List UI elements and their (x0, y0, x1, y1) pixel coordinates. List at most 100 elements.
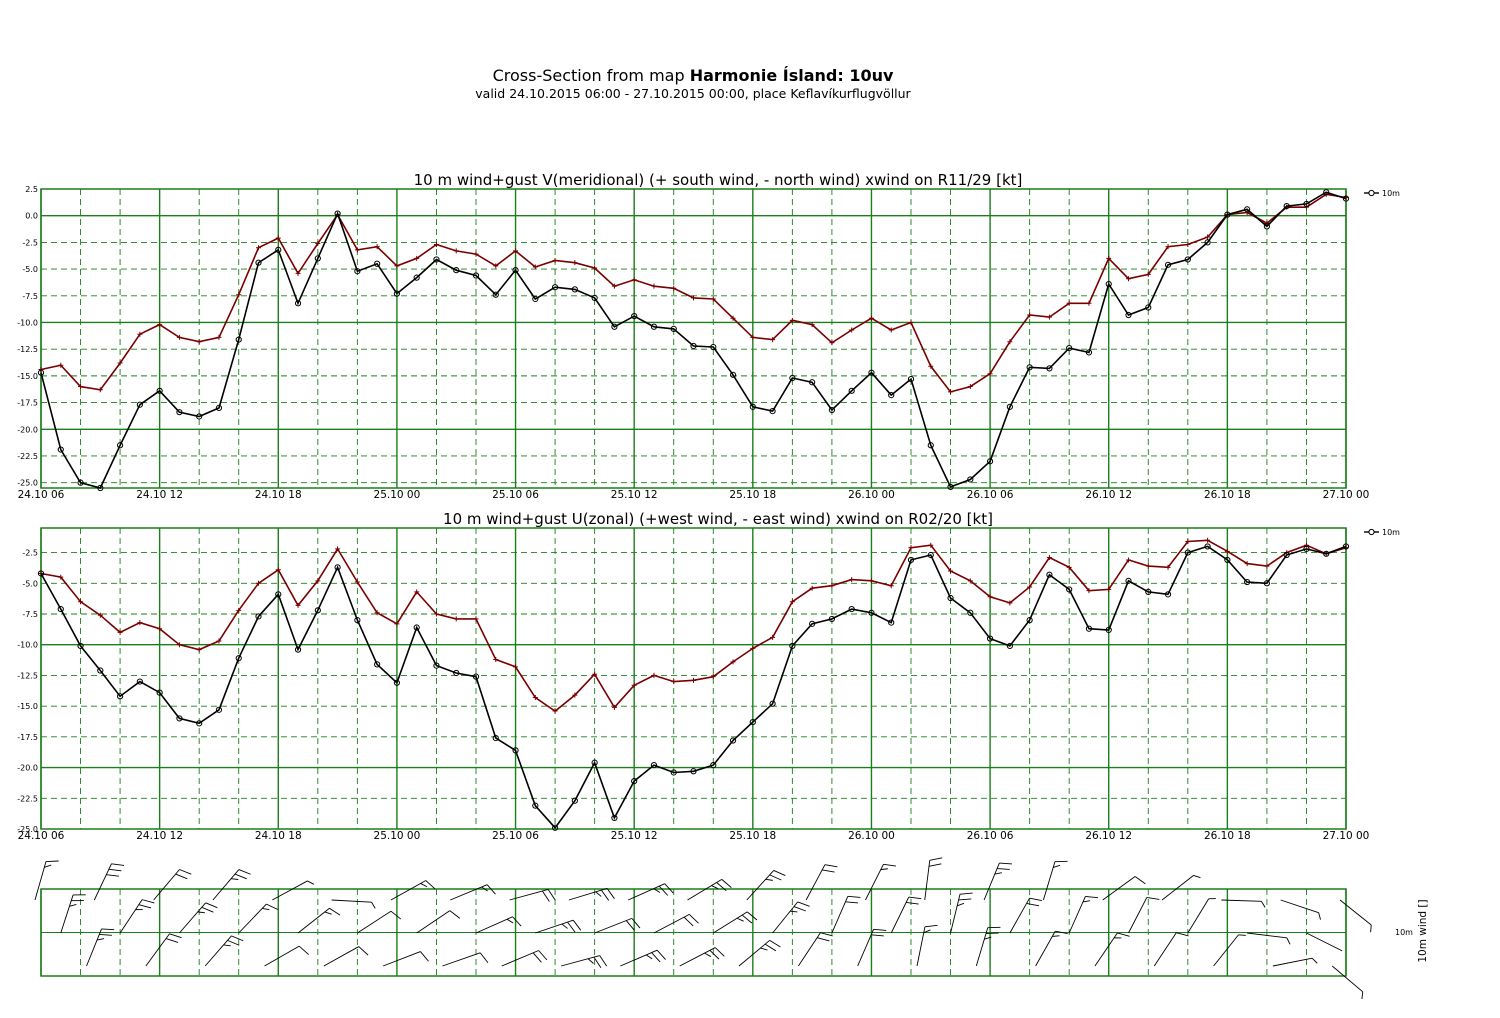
wind-barb (323, 946, 369, 967)
barb-feather (595, 891, 602, 897)
wind-barb (442, 952, 489, 967)
gust-point (849, 577, 855, 583)
gust-point (532, 695, 538, 701)
barb-shaft (297, 907, 330, 934)
wind-barb (1213, 934, 1246, 967)
wind-point (196, 720, 203, 727)
wind-series-line (40, 191, 1347, 489)
barb-shaft (509, 888, 549, 901)
y-tick-label: -10.0 (17, 318, 38, 327)
gust-point (750, 334, 756, 340)
wind-barb (1272, 957, 1318, 967)
wind-barb (1187, 898, 1216, 934)
gust-point (473, 616, 479, 622)
wind-point (888, 619, 895, 626)
gust-point (275, 567, 281, 573)
barb-feather (231, 935, 244, 942)
wind-barb (1009, 897, 1043, 934)
barb-feather (234, 873, 247, 880)
wind-barb (264, 945, 309, 967)
wind-point (334, 564, 341, 571)
wind-point (907, 375, 915, 383)
barb-feather (764, 943, 777, 952)
wind-barb (1153, 932, 1189, 967)
barb-feather (883, 863, 897, 867)
wind-point (294, 646, 302, 653)
y-tick-label: -5.0 (22, 579, 38, 588)
barb-feather (101, 928, 115, 931)
barb-feather (683, 916, 694, 927)
wind-barb (145, 933, 182, 967)
x-tick-label: 25.10 12 (611, 830, 658, 842)
wind-point (37, 570, 45, 577)
wind-point (116, 442, 124, 449)
wind-point (215, 404, 223, 412)
barb-shaft (442, 952, 481, 967)
wind-barb (501, 950, 548, 967)
wind-point (314, 255, 321, 262)
barb-shaft (865, 864, 884, 901)
gust-point (1046, 314, 1052, 320)
wind-barb (560, 955, 608, 968)
gust-point (433, 242, 439, 248)
barb-feather (928, 863, 942, 867)
gust-point (809, 585, 815, 591)
wind-point (37, 369, 45, 376)
gust-point (1106, 586, 1112, 592)
barb-feather (329, 907, 341, 916)
barb-feather (773, 870, 786, 876)
gust-point (770, 337, 776, 343)
wind-point (492, 734, 499, 742)
y-tick-label: -12.5 (17, 671, 38, 680)
wind-point (1303, 545, 1310, 552)
gust-point (789, 317, 795, 323)
wind-point (551, 824, 559, 831)
barb-feather (711, 885, 719, 890)
x-tick-label: 26.10 00 (848, 489, 895, 501)
gust-point (38, 366, 44, 372)
wind-barb (1094, 932, 1130, 967)
barb-feather (561, 923, 568, 929)
x-tick-label: 24.10 12 (136, 489, 183, 501)
wind-barb (916, 924, 938, 967)
barb-shaft (797, 932, 821, 967)
gust-point (908, 545, 914, 551)
barb-feather (572, 919, 582, 931)
main-subtitle: valid 24.10.2015 06:00 - 27.10.2015 00:0… (475, 86, 911, 101)
wind-point (1342, 195, 1350, 202)
gust-point (394, 263, 400, 269)
gust-point (275, 235, 281, 241)
wind-point (354, 268, 361, 275)
wind-point (690, 342, 697, 350)
gust-point (315, 240, 321, 246)
gust-point (137, 620, 143, 626)
barb-shaft (475, 916, 513, 934)
gust-point (928, 542, 934, 548)
gust-point (236, 292, 242, 298)
wind-barb (357, 910, 402, 934)
wind-point (789, 642, 796, 650)
wind-point (374, 661, 381, 668)
barb-shaft (1035, 930, 1056, 967)
barb-shaft (890, 896, 910, 934)
gust-point (176, 642, 182, 648)
barb-feather (238, 869, 251, 875)
main-title-prefix: Cross-Section from map (492, 66, 690, 85)
legend-label: 10m (1382, 189, 1400, 198)
gust-point (532, 264, 538, 270)
wind-point (1164, 591, 1172, 598)
wind-point (591, 294, 598, 302)
barb-feather (824, 864, 838, 868)
gust-point (58, 574, 64, 580)
gust-point (414, 255, 420, 261)
barb-feather (959, 892, 973, 895)
barb-feather (175, 873, 188, 880)
barb-shaft (212, 869, 240, 901)
wind-point (571, 286, 578, 293)
barb-shaft (204, 935, 232, 967)
y-tick-label: -12.5 (17, 345, 38, 354)
wind-point (97, 484, 104, 492)
wind-barb (568, 887, 615, 901)
wind-barb (1161, 874, 1201, 901)
